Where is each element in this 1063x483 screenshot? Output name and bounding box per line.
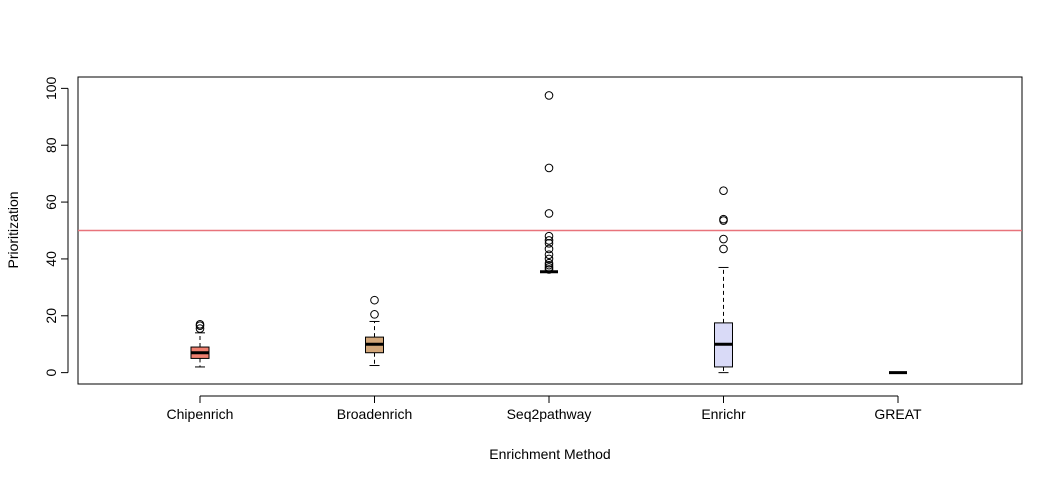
y-tick-label: 80 (43, 137, 59, 153)
outlier-point (544, 263, 554, 272)
outlier-point (719, 234, 728, 244)
x-tick-label: Broadenrich (337, 406, 413, 422)
x-axis-label: Enrichment Method (489, 446, 610, 462)
outlier-point (544, 209, 554, 218)
y-tick-label: 60 (43, 194, 59, 210)
box-enrichr (714, 186, 733, 374)
outlier-point (544, 254, 554, 264)
outlier-point (195, 324, 205, 333)
box-chipenrich (190, 320, 210, 368)
outlier-point (544, 250, 554, 259)
y-tick-label: 40 (43, 251, 59, 267)
outlier-point (719, 244, 728, 254)
y-tick-label: 100 (43, 76, 59, 100)
outlier-point (544, 231, 554, 241)
x-tick-label: Chipenrich (167, 406, 234, 422)
outlier-point (719, 214, 728, 224)
box-broadenrich (365, 295, 384, 367)
outlier-point (719, 186, 728, 196)
box-seq2pathway (540, 91, 558, 274)
y-tick-label: 20 (43, 308, 59, 324)
outlier-point (544, 244, 554, 254)
outlier-point (370, 295, 379, 305)
y-tick-label: 0 (43, 369, 59, 377)
axis-layer: 0 20 40 60 80 100 Chipenrich Broadenrich Seq2pat… (43, 76, 922, 422)
outlier-point (544, 163, 554, 173)
outlier-point (370, 310, 379, 319)
x-tick-label: Seq2pathway (507, 406, 592, 422)
outlier-point (195, 320, 205, 329)
y-axis-label: Prioritization (5, 191, 21, 268)
outlier-point (544, 91, 554, 100)
outlier-point (544, 258, 554, 268)
outlier-point (544, 236, 554, 245)
box-layer (190, 91, 907, 375)
x-tick-label: GREAT (874, 406, 922, 422)
x-tick-label: Enrichr (701, 406, 746, 422)
